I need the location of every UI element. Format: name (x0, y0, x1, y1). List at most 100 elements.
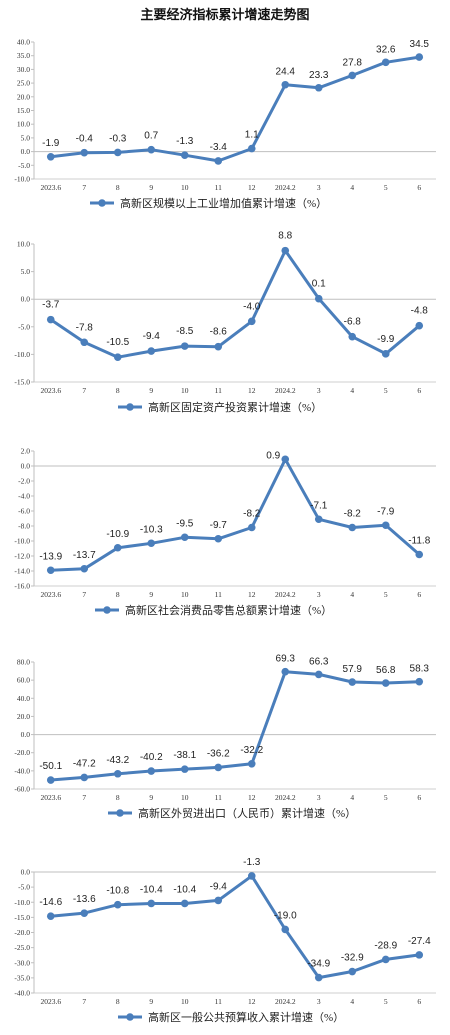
y-tick-label: 30.0 (17, 65, 30, 74)
x-tick-label: 11 (215, 793, 222, 802)
x-tick-label: 3 (317, 590, 321, 599)
data-point (214, 896, 223, 905)
data-label: 58.3 (410, 664, 430, 675)
legend-marker (103, 606, 111, 614)
x-tick-label: 3 (317, 386, 321, 395)
x-tick-label: 8 (116, 183, 120, 192)
x-tick-label: 11 (215, 997, 222, 1006)
x-tick-label: 3 (317, 793, 321, 802)
x-tick-label: 7 (82, 997, 86, 1006)
data-point (314, 83, 323, 92)
x-tick-label: 4 (350, 590, 354, 599)
data-label: -1.3 (176, 136, 194, 147)
y-tick-label: 60.0 (17, 676, 30, 685)
x-tick-label: 10 (181, 386, 189, 395)
x-tick-label: 2023.6 (40, 793, 61, 802)
x-tick-label: 12 (248, 183, 256, 192)
x-tick-label: 4 (350, 997, 354, 1006)
y-tick-label: -4.0 (18, 492, 30, 501)
data-label: -9.7 (210, 520, 228, 531)
x-tick-label: 10 (181, 183, 189, 192)
x-tick-label: 8 (116, 386, 120, 395)
x-tick-label: 12 (248, 590, 256, 599)
data-label: 69.3 (276, 654, 296, 665)
x-tick-label: 8 (116, 793, 120, 802)
data-point (348, 332, 357, 341)
data-point (46, 153, 55, 161)
x-tick-label: 6 (417, 997, 421, 1006)
data-label: -50.1 (39, 761, 62, 772)
x-tick-label: 2023.6 (40, 590, 61, 599)
data-point (281, 925, 290, 934)
y-tick-label: -5.0 (18, 883, 30, 892)
y-tick-label: 0.0 (21, 462, 31, 471)
x-tick-label: 10 (181, 590, 189, 599)
data-label: -3.7 (42, 300, 60, 311)
data-point (247, 523, 256, 532)
data-point (80, 564, 89, 573)
data-label: -9.4 (143, 331, 161, 342)
data-point (214, 534, 223, 543)
y-tick-label: -10.0 (14, 898, 30, 907)
data-label: -9.5 (176, 518, 194, 529)
data-point (348, 523, 357, 532)
y-tick-label: -30.0 (14, 958, 30, 967)
data-point (147, 767, 156, 775)
x-tick-label: 9 (149, 386, 153, 395)
data-point (415, 677, 424, 686)
legend-marker (126, 1013, 134, 1021)
x-tick-label: 4 (350, 183, 354, 192)
x-tick-label: 6 (417, 793, 421, 802)
data-label: -32.9 (341, 953, 364, 964)
data-label: -47.2 (73, 758, 96, 769)
data-label: -4.8 (411, 306, 429, 317)
data-label: -0.4 (76, 134, 94, 145)
data-label: 23.3 (309, 70, 329, 81)
x-tick-label: 2024.2 (275, 183, 296, 192)
series-line (49, 874, 421, 980)
x-tick-label: 8 (116, 590, 120, 599)
y-tick-label: -16.0 (14, 582, 30, 591)
x-tick-label: 5 (384, 590, 388, 599)
y-tick-label: -15.0 (14, 913, 30, 922)
x-tick-label: 12 (248, 386, 256, 395)
x-tick-label: 9 (149, 183, 153, 192)
data-label: -28.9 (374, 940, 397, 951)
data-point (80, 773, 89, 782)
data-label: -13.9 (39, 551, 62, 562)
x-tick-label: 5 (384, 183, 388, 192)
data-label: -14.6 (39, 897, 62, 908)
y-tick-label: -10.0 (14, 350, 30, 359)
y-tick-label: 5.0 (21, 133, 31, 142)
x-tick-label: 12 (248, 997, 256, 1006)
data-label: -3.4 (210, 142, 228, 153)
x-tick-label: 3 (317, 997, 321, 1006)
data-label: 0.7 (144, 131, 158, 142)
data-point (80, 338, 89, 347)
data-label: -9.9 (377, 334, 395, 345)
data-point (147, 899, 156, 908)
y-tick-label: -20.0 (14, 928, 30, 937)
x-tick-label: 3 (317, 183, 321, 192)
data-label: -0.3 (109, 133, 127, 144)
data-point (415, 53, 424, 61)
data-label: -6.8 (344, 317, 362, 328)
data-label: -43.2 (106, 755, 129, 766)
data-label: 1.1 (245, 130, 259, 141)
x-tick-label: 7 (82, 590, 86, 599)
data-label: -32.2 (240, 745, 263, 756)
data-point (314, 515, 323, 524)
data-label: -4.0 (243, 301, 261, 312)
x-tick-label: 12 (248, 793, 256, 802)
data-point (147, 539, 156, 548)
data-point (314, 670, 323, 679)
data-label: -7.9 (377, 506, 395, 517)
data-label: -38.1 (173, 750, 196, 761)
legend-marker (98, 199, 106, 207)
legend-label: 高新区社会消费品零售总额累计增速（%） (125, 603, 332, 617)
y-tick-label: 25.0 (17, 79, 30, 88)
data-label: -27.4 (408, 936, 431, 947)
data-point (281, 455, 290, 464)
data-point (381, 521, 390, 530)
x-tick-label: 11 (215, 183, 222, 192)
